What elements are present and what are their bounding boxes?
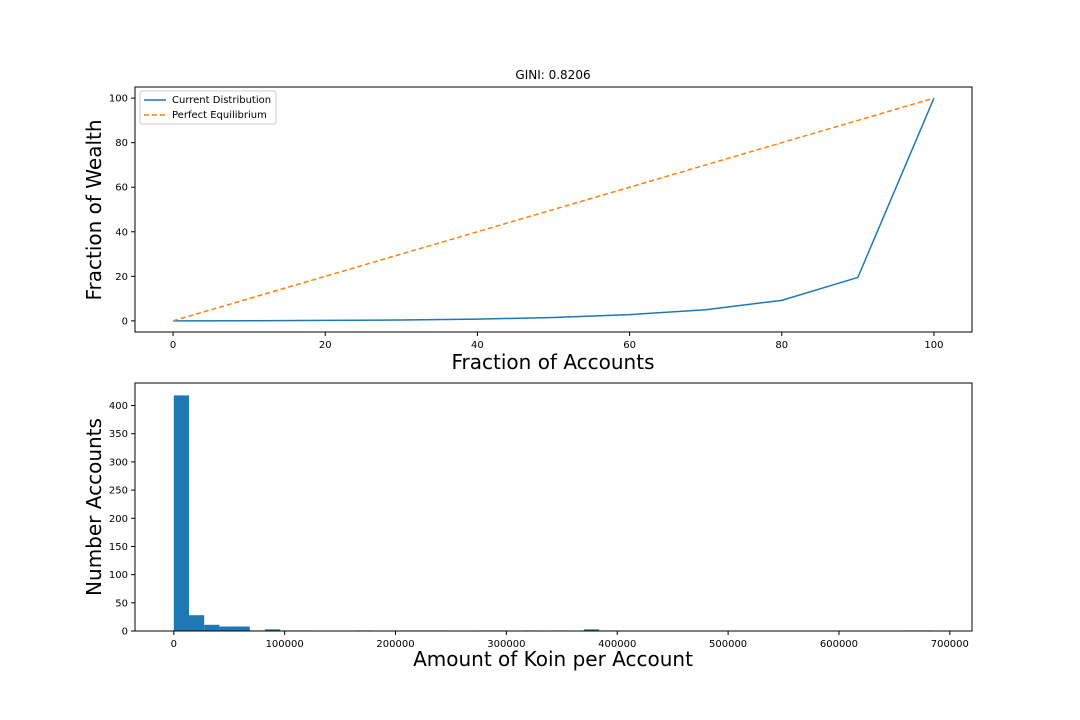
y-tick-label: 150 (109, 542, 128, 553)
y-tick-label: 200 (109, 514, 128, 525)
y-tick-label: 60 (115, 183, 128, 194)
histogram-bar (583, 629, 600, 631)
plot-frame (134, 382, 973, 632)
y-tick-label: 400 (109, 401, 128, 412)
x-tick-label: 600000 (820, 639, 858, 650)
x-ticks: 0 20 40 60 80 100 (170, 332, 944, 351)
x-tick-label: 0 (171, 639, 177, 650)
x-tick-label: 0 (170, 340, 176, 351)
y-tick-label: 0 (122, 627, 128, 638)
histogram-bar (264, 629, 281, 631)
x-tick-label: 700000 (931, 639, 969, 650)
legend-label-equilibrium: Perfect Equilibrium (172, 110, 267, 121)
x-axis-label: Fraction of Accounts (452, 350, 655, 374)
x-ticks: 0 100000 200000 300000 400000 500000 600000 700… (171, 631, 969, 650)
legend-label-current: Current Distribution (172, 95, 271, 106)
x-tick-label: 300000 (487, 639, 525, 650)
x-tick-label: 100000 (266, 639, 304, 650)
y-axis-label: Fraction of Wealth (82, 119, 106, 300)
y-tick-label: 20 (115, 272, 128, 283)
legend-box (139, 90, 277, 125)
lorenz-chart: GINI: 0.8206 0 20 40 60 80 100 0 20 40 60 80 100 F… (82, 68, 973, 374)
x-tick-label: 500000 (709, 639, 747, 650)
y-tick-label: 40 (115, 227, 128, 238)
chart-title: GINI: 0.8206 (515, 68, 590, 82)
y-tick-label: 350 (109, 429, 128, 440)
histogram-bar (234, 626, 250, 631)
y-tick-label: 0 (122, 316, 128, 327)
histogram-bars (173, 395, 934, 631)
y-ticks: 0 50 100 150 200 250 300 350 400 (109, 401, 135, 638)
histogram-chart: 0 100000 200000 300000 400000 500000 600000 700… (82, 382, 973, 671)
y-axis-label: Number Accounts (82, 418, 106, 596)
perfect-equilibrium-line (172, 97, 935, 322)
series-lines (172, 97, 935, 322)
y-tick-label: 250 (109, 486, 128, 497)
y-tick-label: 300 (109, 457, 128, 468)
y-tick-label: 100 (109, 570, 128, 581)
histogram-bar (173, 395, 189, 631)
y-tick-label: 100 (109, 94, 128, 105)
plot-frame (134, 86, 973, 333)
x-tick-label: 80 (775, 340, 788, 351)
x-tick-label: 400000 (598, 639, 636, 650)
histogram-bar (204, 624, 220, 631)
x-tick-label: 40 (471, 340, 484, 351)
histogram-bar (219, 626, 235, 631)
current-distribution-line (173, 97, 935, 322)
legend: Current Distribution Perfect Equilibrium (139, 90, 277, 125)
x-tick-label: 60 (623, 340, 636, 351)
x-tick-label: 200000 (376, 639, 414, 650)
x-tick-label: 100 (924, 340, 943, 351)
histogram-bar (188, 615, 205, 631)
y-ticks: 0 20 40 60 80 100 (109, 94, 135, 327)
x-tick-label: 20 (319, 340, 332, 351)
x-axis-label: Amount of Koin per Account (413, 647, 693, 671)
y-tick-label: 80 (115, 138, 128, 149)
y-tick-label: 50 (115, 598, 128, 609)
